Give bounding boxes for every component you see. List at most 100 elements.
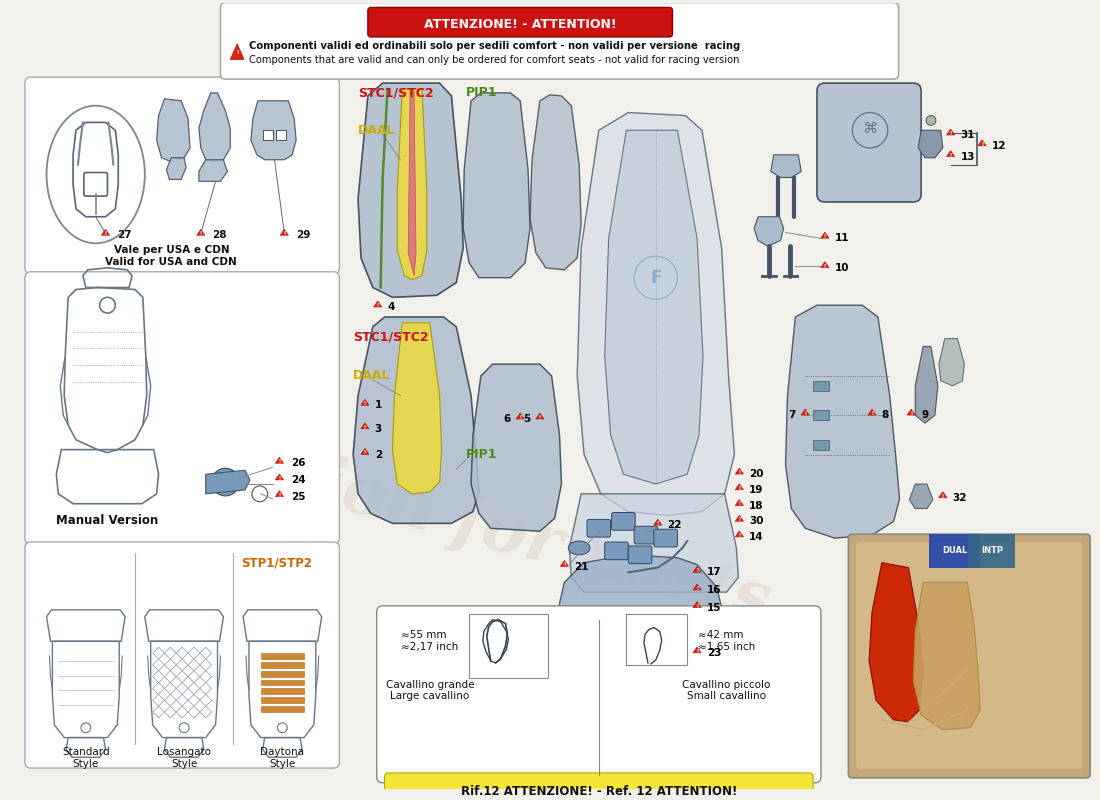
Text: !: !: [376, 303, 378, 308]
Polygon shape: [374, 301, 382, 307]
Text: 7: 7: [788, 410, 795, 420]
Text: !: !: [364, 450, 366, 455]
Polygon shape: [605, 130, 703, 484]
Text: !: !: [696, 568, 698, 574]
Polygon shape: [408, 91, 416, 276]
Ellipse shape: [648, 626, 668, 638]
FancyBboxPatch shape: [376, 606, 821, 782]
FancyBboxPatch shape: [263, 130, 273, 140]
Text: !: !: [738, 486, 740, 490]
FancyBboxPatch shape: [25, 272, 340, 544]
Polygon shape: [516, 413, 525, 419]
FancyBboxPatch shape: [261, 662, 304, 668]
FancyBboxPatch shape: [261, 689, 304, 694]
FancyBboxPatch shape: [813, 410, 828, 420]
Polygon shape: [821, 262, 829, 268]
FancyBboxPatch shape: [276, 130, 286, 140]
Polygon shape: [946, 129, 955, 135]
Text: ≈42 mm
≈1,65 inch: ≈42 mm ≈1,65 inch: [697, 630, 756, 652]
Polygon shape: [735, 531, 744, 537]
Polygon shape: [199, 160, 228, 182]
Text: ≈55 mm
≈2,17 inch: ≈55 mm ≈2,17 inch: [402, 630, 459, 652]
FancyBboxPatch shape: [261, 670, 304, 677]
Text: !: !: [364, 425, 366, 430]
Text: F: F: [650, 269, 661, 286]
Text: 23: 23: [707, 648, 722, 658]
Text: ⌘: ⌘: [862, 121, 878, 136]
Polygon shape: [397, 89, 427, 280]
Text: !: !: [949, 131, 952, 136]
Polygon shape: [275, 474, 284, 480]
Text: 30: 30: [749, 516, 763, 526]
Ellipse shape: [588, 621, 608, 633]
Ellipse shape: [569, 541, 590, 554]
Text: 16: 16: [707, 585, 722, 595]
Polygon shape: [693, 647, 701, 653]
Text: 2: 2: [375, 450, 382, 459]
FancyBboxPatch shape: [605, 542, 628, 560]
FancyBboxPatch shape: [587, 519, 610, 537]
Text: Standard
Style: Standard Style: [62, 747, 110, 769]
Polygon shape: [869, 562, 923, 722]
Circle shape: [926, 115, 936, 126]
Polygon shape: [735, 484, 744, 490]
Text: 11: 11: [835, 234, 849, 243]
Polygon shape: [280, 230, 288, 235]
Text: 21: 21: [574, 562, 589, 571]
Text: 18: 18: [749, 501, 763, 510]
Text: 4: 4: [387, 302, 395, 312]
Text: !: !: [942, 494, 944, 498]
FancyBboxPatch shape: [612, 513, 635, 530]
Text: Daytona
Style: Daytona Style: [261, 747, 305, 769]
Polygon shape: [353, 317, 478, 523]
Polygon shape: [393, 323, 441, 494]
Polygon shape: [578, 113, 735, 515]
Polygon shape: [471, 364, 561, 531]
Text: 5: 5: [522, 414, 530, 424]
Polygon shape: [735, 515, 744, 522]
Polygon shape: [821, 232, 829, 238]
Polygon shape: [536, 413, 544, 419]
Text: DUAL: DUAL: [942, 546, 967, 555]
Text: Rif.12 ATTENZIONE! - Ref. 12 ATTENTION!: Rif.12 ATTENZIONE! - Ref. 12 ATTENTION!: [461, 785, 737, 798]
Text: 26: 26: [292, 458, 306, 469]
Text: Componenti validi ed ordinabili solo per sedili comfort - non validi per version: Componenti validi ed ordinabili solo per…: [249, 41, 740, 50]
Polygon shape: [785, 305, 900, 538]
Text: !: !: [910, 411, 912, 416]
FancyBboxPatch shape: [261, 680, 304, 686]
Polygon shape: [558, 554, 725, 676]
Text: 13: 13: [960, 152, 975, 162]
Text: 14: 14: [749, 532, 763, 542]
Polygon shape: [361, 423, 370, 429]
Polygon shape: [560, 561, 569, 566]
Polygon shape: [915, 346, 938, 423]
Text: Losangato
Style: Losangato Style: [157, 747, 211, 769]
Text: STC1/STC2: STC1/STC2: [358, 86, 433, 99]
Polygon shape: [910, 484, 933, 509]
Polygon shape: [693, 566, 701, 572]
Text: STC1/STC2: STC1/STC2: [353, 330, 429, 343]
Text: 27: 27: [118, 230, 132, 241]
Text: Manual Version: Manual Version: [56, 514, 158, 527]
FancyBboxPatch shape: [856, 542, 1082, 769]
Text: !: !: [981, 142, 983, 147]
Polygon shape: [361, 399, 370, 406]
FancyBboxPatch shape: [813, 440, 828, 450]
Text: !: !: [278, 476, 280, 481]
Text: !: !: [738, 518, 740, 522]
Text: !: !: [696, 649, 698, 654]
Text: !: !: [871, 411, 873, 416]
Text: 22: 22: [668, 520, 682, 530]
Polygon shape: [938, 338, 965, 386]
Polygon shape: [230, 44, 244, 59]
FancyBboxPatch shape: [261, 706, 304, 712]
Ellipse shape: [692, 611, 712, 622]
Polygon shape: [908, 409, 915, 415]
Text: !: !: [824, 264, 826, 269]
Polygon shape: [530, 95, 581, 270]
FancyBboxPatch shape: [261, 653, 304, 659]
Polygon shape: [913, 582, 980, 730]
Polygon shape: [693, 602, 701, 608]
Polygon shape: [946, 150, 955, 157]
FancyBboxPatch shape: [635, 526, 658, 544]
